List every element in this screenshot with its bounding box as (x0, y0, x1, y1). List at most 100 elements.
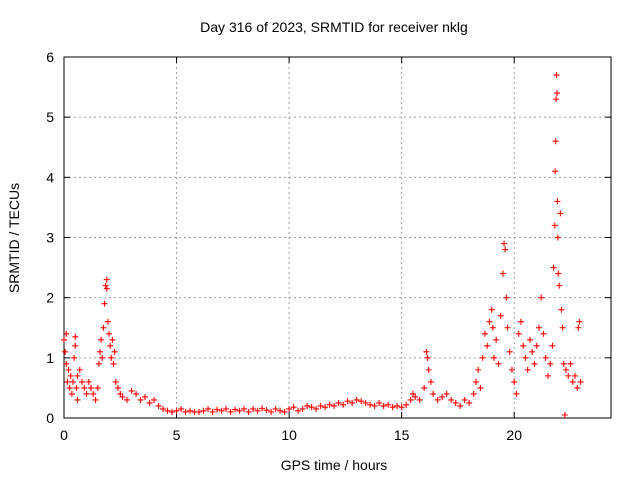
data-point (409, 390, 416, 397)
data-point (214, 406, 221, 413)
data-point (499, 270, 506, 277)
data-point (124, 396, 131, 403)
data-point (98, 336, 105, 343)
grid-lines (64, 57, 611, 418)
data-point (529, 348, 536, 355)
data-point (100, 324, 107, 331)
data-point (99, 354, 106, 361)
data-point (565, 372, 572, 379)
data-point (349, 399, 356, 406)
data-point (326, 401, 333, 408)
data-point (376, 399, 383, 406)
data-point (63, 360, 70, 367)
y-tick-label: 5 (46, 109, 54, 125)
data-point (385, 401, 392, 408)
data-point (250, 405, 257, 412)
data-point (268, 408, 275, 415)
data-point (160, 405, 167, 412)
data-point (94, 384, 101, 391)
data-point (575, 324, 582, 331)
data-point (552, 168, 559, 175)
data-point (425, 366, 432, 373)
data-point (513, 390, 520, 397)
data-point (353, 396, 360, 403)
data-point (64, 378, 71, 385)
data-point (551, 222, 558, 229)
data-point (101, 300, 108, 307)
data-point (110, 360, 117, 367)
data-point (74, 372, 81, 379)
data-point (561, 411, 568, 418)
data-point (112, 378, 119, 385)
y-tick-label: 2 (46, 290, 54, 306)
data-point (533, 342, 540, 349)
data-point (104, 318, 111, 325)
x-tick-label: 0 (60, 427, 68, 443)
data-point (119, 393, 126, 400)
data-point (281, 408, 288, 415)
data-point (542, 354, 549, 361)
data-point (196, 408, 203, 415)
data-point (577, 378, 584, 385)
data-point (263, 407, 270, 414)
data-point (495, 360, 502, 367)
data-point (552, 138, 559, 145)
data-point (549, 342, 556, 349)
data-point (477, 384, 484, 391)
data-point (254, 407, 261, 414)
data-point (466, 399, 473, 406)
data-point (571, 372, 578, 379)
data-point (299, 405, 306, 412)
data-point (486, 318, 493, 325)
data-point (142, 393, 149, 400)
data-point (187, 407, 194, 414)
data-point (554, 198, 561, 205)
data-point (423, 348, 430, 355)
data-point (108, 354, 115, 361)
data-point (61, 336, 67, 343)
data-point (443, 390, 450, 397)
data-point (407, 396, 414, 403)
plot-frame (63, 56, 612, 419)
x-tick-label: 15 (394, 427, 410, 443)
data-point (461, 396, 468, 403)
data-point (137, 396, 144, 403)
data-point (146, 399, 153, 406)
data-point (128, 387, 135, 394)
data-point (133, 390, 140, 397)
data-point (554, 234, 561, 241)
data-point (117, 390, 124, 397)
data-point (259, 405, 266, 412)
x-tick-label: 10 (281, 427, 297, 443)
data-point (218, 407, 225, 414)
data-point (421, 384, 428, 391)
data-point (66, 384, 73, 391)
data-point (448, 396, 455, 403)
data-point (272, 405, 279, 412)
data-point (97, 348, 104, 355)
data-point (380, 402, 387, 409)
data-point (567, 360, 574, 367)
data-point (308, 404, 315, 411)
data-point (506, 348, 513, 355)
data-point (398, 404, 405, 411)
data-point (286, 405, 293, 412)
data-point (424, 354, 431, 361)
y-tick-label: 4 (46, 169, 54, 185)
data-point (182, 408, 189, 415)
y-tick-label: 6 (46, 49, 54, 65)
data-point (535, 324, 542, 331)
data-point (205, 405, 212, 412)
data-point (79, 378, 86, 385)
data-point (115, 384, 122, 391)
data-point (103, 285, 110, 292)
data-point (504, 324, 511, 331)
data-point (362, 399, 369, 406)
data-point (484, 342, 491, 349)
data-point (164, 407, 171, 414)
data-point (389, 404, 396, 411)
y-axis-label: SRMTID / TECUs (6, 183, 22, 293)
data-point (526, 336, 533, 343)
data-point (73, 384, 80, 391)
data-point (313, 405, 320, 412)
